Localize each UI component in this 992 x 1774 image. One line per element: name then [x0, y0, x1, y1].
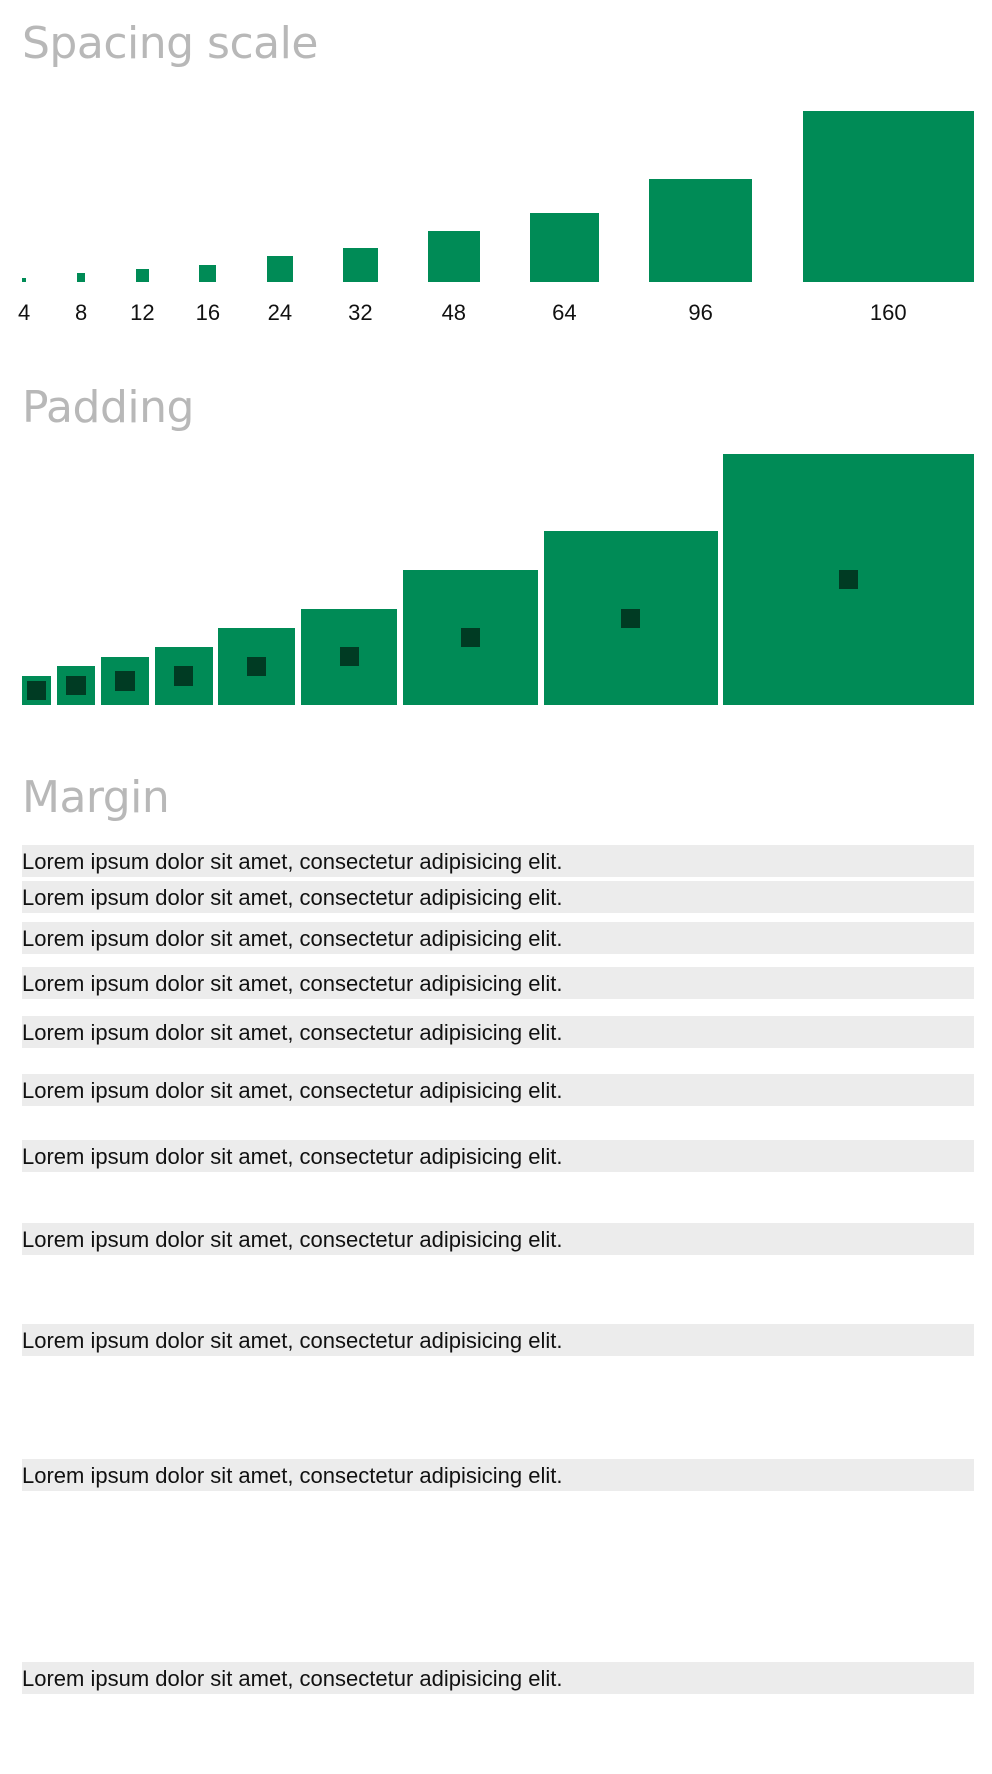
margin-row: Lorem ipsum dolor sit amet, consectetur …	[22, 1015, 974, 1048]
margin-row: Lorem ipsum dolor sit amet, consectetur …	[22, 1073, 974, 1106]
padding-box-32	[301, 608, 398, 705]
spacing-box-64	[530, 213, 599, 282]
padding-content-24	[247, 656, 267, 677]
margin-row: Lorem ipsum dolor sit amet, consectetur …	[22, 1662, 974, 1695]
spacing-box-96	[649, 179, 753, 282]
padding-box-24	[218, 627, 296, 705]
padding-box-8	[56, 666, 96, 705]
spacing-box-12	[135, 269, 149, 282]
spacing-label-64: 64	[552, 300, 577, 325]
margin-row: Lorem ipsum dolor sit amet, consectetur …	[22, 881, 974, 914]
spacing-box-48	[428, 230, 480, 282]
spacing-box-32	[343, 247, 378, 282]
spacing-label-16: 16	[195, 300, 221, 325]
spacing-scale-title: Spacing scale	[22, 18, 318, 69]
margin-row: Lorem ipsum dolor sit amet, consectetur …	[22, 1223, 974, 1256]
spacing-label-160: 160	[869, 300, 907, 325]
spacing-box-4	[22, 277, 27, 282]
spacing-box-16	[199, 264, 217, 282]
padding-content-32	[339, 647, 359, 667]
spacing-label-8: 8	[74, 300, 88, 325]
margin-row: Lorem ipsum dolor sit amet, consectetur …	[22, 845, 974, 877]
margin-row: Lorem ipsum dolor sit amet, consectetur …	[22, 1458, 974, 1491]
margin-row: Lorem ipsum dolor sit amet, consectetur …	[22, 921, 974, 954]
padding-box-64	[543, 531, 718, 705]
margin-row: Lorem ipsum dolor sit amet, consectetur …	[22, 1139, 974, 1172]
padding-content-8	[66, 676, 86, 696]
spacing-box-24	[267, 256, 293, 282]
padding-box-48	[403, 569, 539, 705]
padding-content-4	[26, 680, 47, 701]
spacing-label-32: 32	[348, 300, 373, 325]
spacing-label-12: 12	[130, 300, 155, 325]
padding-box-4	[22, 676, 51, 705]
padding-content-48	[461, 627, 481, 648]
margin-title: Margin	[22, 772, 170, 823]
spacing-box-8	[76, 273, 86, 282]
spacing-label-4: 4	[18, 300, 31, 325]
margin-row: Lorem ipsum dolor sit amet, consectetur …	[22, 966, 974, 999]
padding-content-16	[173, 666, 194, 686]
margin-row: Lorem ipsum dolor sit amet, consectetur …	[22, 1323, 974, 1356]
padding-box-16	[154, 647, 213, 705]
padding-content-96	[838, 569, 859, 590]
padding-title: Padding	[22, 382, 194, 433]
spacing-label-48: 48	[441, 300, 467, 325]
padding-content-12	[115, 671, 135, 691]
spacing-label-24: 24	[267, 300, 293, 325]
padding-box-96	[723, 454, 974, 705]
spacing-label-96: 96	[688, 300, 713, 325]
spacing-box-160	[802, 110, 974, 282]
padding-content-64	[621, 608, 641, 628]
padding-box-12	[100, 656, 150, 705]
